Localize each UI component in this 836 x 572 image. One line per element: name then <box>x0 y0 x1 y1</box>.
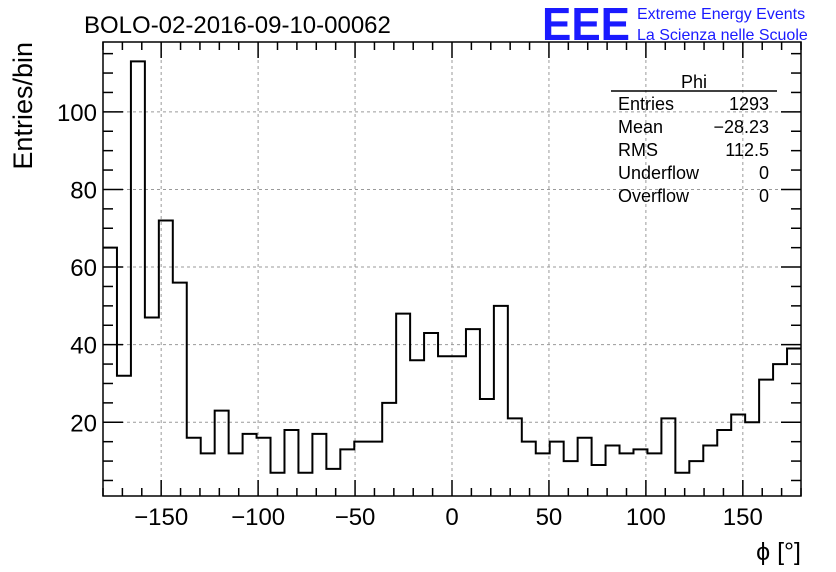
stats-title: Phi <box>681 72 707 92</box>
stats-value-overflow: 0 <box>759 186 769 206</box>
stats-box: Phi Entries 1293 Mean −28.23 RMS 112.5 U… <box>611 72 777 206</box>
x-tick-label: 150 <box>723 504 763 531</box>
eee-logo: EEE Extreme Energy Events La Scienza nel… <box>542 0 808 50</box>
stats-value-underflow: 0 <box>759 163 769 183</box>
x-tick-label: 100 <box>626 504 666 531</box>
stats-label-rms: RMS <box>618 140 658 160</box>
chart-title: BOLO-02-2016-09-10-00062 <box>84 12 391 39</box>
logo-line-1: Extreme Energy Events <box>637 6 805 23</box>
y-tick-label: 100 <box>57 100 97 127</box>
stats-label-underflow: Underflow <box>618 163 700 183</box>
stats-label-overflow: Overflow <box>618 186 690 206</box>
x-tick-labels: −150 −100 −50 0 50 100 150 <box>134 504 763 531</box>
x-tick-label: 50 <box>536 504 563 531</box>
x-tick-label: −50 <box>335 504 376 531</box>
stats-value-rms: 112.5 <box>725 140 769 160</box>
axis-ticks <box>102 42 802 496</box>
grid-lines <box>103 42 801 496</box>
x-axis-label: ϕ [°] <box>756 538 801 566</box>
stats-label-mean: Mean <box>618 117 663 137</box>
logo-line-2: La Scienza nelle Scuole <box>637 27 808 44</box>
x-tick-label: 0 <box>445 504 458 531</box>
x-tick-label: −150 <box>134 504 188 531</box>
y-tick-label: 40 <box>70 333 97 360</box>
histogram-outline <box>103 60 801 474</box>
x-tick-label: −100 <box>231 504 285 531</box>
y-tick-labels: 20 40 60 80 100 <box>57 100 97 437</box>
logo-mark: EEE <box>542 0 630 50</box>
stats-label-entries: Entries <box>618 94 674 114</box>
y-axis-label: Entries/bin <box>8 42 38 170</box>
y-tick-label: 60 <box>70 255 97 282</box>
y-tick-label: 80 <box>70 177 97 204</box>
stats-value-mean: −28.23 <box>713 117 769 137</box>
stats-value-entries: 1293 <box>729 94 769 114</box>
y-tick-label: 20 <box>70 410 97 437</box>
